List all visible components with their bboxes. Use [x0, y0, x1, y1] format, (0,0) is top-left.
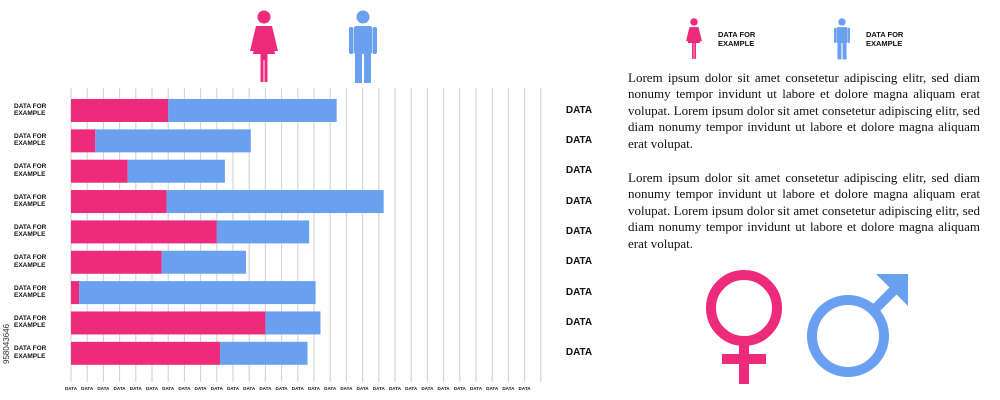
- right-data-label: DATA: [565, 316, 593, 328]
- bar-chart: [70, 10, 542, 382]
- bar-female: [71, 159, 128, 183]
- x-tick-label: DATA: [81, 386, 94, 391]
- x-tick-label: DATA: [437, 386, 450, 391]
- row-label: DATA FOR EXAMPLE: [14, 254, 47, 269]
- x-tick-label: DATA: [64, 386, 78, 391]
- x-tick-label: DATA: [226, 386, 240, 391]
- bar-male: [168, 99, 337, 122]
- bar-male: [127, 159, 225, 183]
- chart-bars: [71, 99, 384, 365]
- x-tick-label: DATA: [518, 386, 531, 391]
- paragraph-2: Lorem ipsum dolor sit amet consetetur ad…: [628, 170, 980, 251]
- x-tick-label: DATA: [129, 386, 142, 391]
- male-symbol-icon: [807, 274, 908, 377]
- x-tick-label: DATA: [453, 386, 466, 391]
- bar-female: [71, 190, 167, 214]
- bar-female: [71, 99, 169, 122]
- x-tick-label: DATA: [502, 386, 515, 391]
- row-label: DATA FOR EXAMPLE: [14, 284, 47, 300]
- right-data-label: DATA: [565, 134, 593, 146]
- x-tick-label: DATA: [243, 386, 256, 391]
- x-tick-label: DATA: [210, 386, 223, 391]
- bar-male: [95, 129, 251, 153]
- x-tick-label: DATA: [405, 386, 418, 391]
- watermark-id: 958043646: [2, 323, 11, 364]
- right-data-label: DATA: [565, 195, 593, 207]
- x-tick-label: DATA: [194, 386, 207, 391]
- x-tick-label: DATA: [469, 386, 483, 391]
- right-data-label: DATA: [565, 225, 593, 237]
- female-symbol-icon: [706, 270, 782, 384]
- bar-female: [71, 341, 221, 365]
- x-tick-label: DATA: [372, 386, 385, 391]
- row-label: DATA FOR EXAMPLE: [14, 102, 47, 118]
- x-tick-label: DATA: [291, 386, 304, 391]
- paragraph-1: Lorem ipsum dolor sit amet consetetur ad…: [628, 70, 980, 151]
- x-tick-label: DATA: [340, 386, 353, 391]
- bar-female: [71, 311, 266, 335]
- bar-male: [220, 341, 308, 365]
- x-tick-label: DATA: [324, 386, 337, 391]
- x-tick-label: DATA: [421, 386, 434, 391]
- x-tick-label: DATA: [113, 386, 126, 391]
- x-tick-label: DATA: [486, 386, 499, 391]
- bar-male: [216, 220, 310, 244]
- row-label: DATA FOR EXAMPLE: [14, 193, 47, 209]
- x-tick-label: DATA: [388, 386, 402, 391]
- x-tick-label: DATA: [356, 386, 369, 391]
- row-label: DATA FOR EXAMPLE: [14, 345, 47, 360]
- row-label: DATA FOR EXAMPLE: [14, 132, 47, 148]
- female-person-icon: [250, 10, 278, 82]
- male-person-icon: [349, 10, 377, 83]
- bar-male: [79, 281, 316, 305]
- legend-male-label: DATA FOR EXAMPLE: [866, 30, 904, 48]
- right-data-label: DATA: [565, 104, 593, 116]
- x-tick-label: DATA: [178, 386, 191, 391]
- female-legend-icon: [686, 18, 702, 59]
- bar-male: [166, 190, 384, 214]
- x-tick-label: DATA: [307, 386, 321, 391]
- row-label: DATA FOR EXAMPLE: [14, 163, 47, 178]
- x-tick-label: DATA: [97, 386, 110, 391]
- bar-male: [161, 250, 246, 274]
- bar-female: [71, 250, 162, 274]
- bar-male: [265, 311, 321, 335]
- right-data-label: DATA: [565, 256, 593, 268]
- x-tick-label: DATA: [259, 386, 272, 391]
- legend-female-label: DATA FOR EXAMPLE: [718, 30, 756, 48]
- right-data-label: DATA: [565, 347, 593, 359]
- x-tick-label: DATA: [145, 386, 159, 391]
- right-data-label: DATA: [565, 165, 593, 177]
- bar-female: [71, 220, 217, 244]
- right-data-label: DATA: [565, 286, 593, 298]
- male-legend-icon: [834, 18, 850, 60]
- row-label: DATA FOR EXAMPLE: [14, 314, 47, 330]
- bar-female: [71, 281, 80, 305]
- x-tick-label: DATA: [162, 386, 175, 391]
- bar-female: [71, 129, 96, 153]
- row-label: DATA FOR EXAMPLE: [14, 223, 47, 239]
- x-tick-label: DATA: [275, 386, 288, 391]
